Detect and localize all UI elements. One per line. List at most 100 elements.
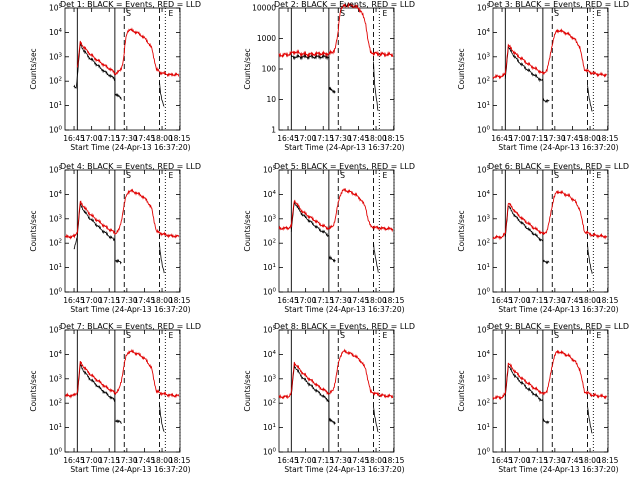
y-axis-label: Counts/sec bbox=[457, 210, 466, 251]
x-tick-label: 17:30 bbox=[544, 134, 566, 143]
x-tick-label: 17:30 bbox=[116, 456, 138, 465]
y-tick-label: 100 bbox=[263, 448, 277, 457]
x-tick-label: 17:45 bbox=[562, 296, 584, 305]
start-marker-label: S bbox=[554, 171, 559, 180]
x-tick-label: 17:45 bbox=[134, 134, 156, 143]
x-tick-label: 17:00 bbox=[81, 456, 103, 465]
panel-det-8: S E 100 101 102 103 104 105 16:4517:0017:1517:30… bbox=[243, 322, 415, 474]
x-tick-label: 18:00 bbox=[151, 296, 173, 305]
x-tick-label: 16:45 bbox=[63, 296, 85, 305]
x-tick-label: 17:45 bbox=[348, 296, 370, 305]
x-tick-label: 18:00 bbox=[151, 134, 173, 143]
x-tick-label: 16:45 bbox=[491, 456, 513, 465]
y-tick-label: 104 bbox=[263, 350, 277, 359]
start-marker-label: S bbox=[340, 9, 345, 18]
y-tick-label: 105 bbox=[49, 166, 63, 175]
x-tick-label: 17:15 bbox=[312, 134, 334, 143]
x-tick-label: 17:00 bbox=[295, 456, 317, 465]
x-tick-label: 17:00 bbox=[509, 296, 531, 305]
end-marker-label: E bbox=[168, 9, 173, 18]
y-tick-label: 105 bbox=[477, 4, 491, 13]
y-tick-label: 103 bbox=[49, 214, 63, 223]
panel-title: Det 7: BLACK = Events, RED = LLD bbox=[60, 322, 201, 331]
y-tick-label: 102 bbox=[49, 399, 62, 408]
lld-series-line bbox=[278, 1, 394, 59]
x-tick-label: 16:45 bbox=[491, 296, 513, 305]
y-tick-label: 10 bbox=[266, 95, 276, 104]
x-tick-label: 17:15 bbox=[98, 296, 120, 305]
y-axis-label: Counts/sec bbox=[29, 210, 38, 251]
end-marker-label: E bbox=[168, 331, 173, 340]
y-tick-label: 104 bbox=[263, 190, 277, 199]
start-marker-label: S bbox=[554, 331, 559, 340]
events-series-line bbox=[290, 364, 336, 426]
x-tick-label: 17:15 bbox=[98, 134, 120, 143]
events-series-line bbox=[159, 244, 165, 274]
panel-title: Det 3: BLACK = Events, RED = LLD bbox=[488, 0, 629, 9]
events-series-line bbox=[159, 404, 165, 432]
panel-title: Det 5: BLACK = Events, RED = LLD bbox=[274, 162, 415, 171]
events-series-line bbox=[587, 85, 593, 112]
axes-frame bbox=[492, 7, 609, 131]
y-tick-label: 105 bbox=[477, 326, 491, 335]
panel-det-9: S E 100 101 102 103 104 105 16:4517:0017:1517:30… bbox=[457, 322, 629, 474]
panel-det-6: S E 100 101 102 103 104 105 16:4517:0017:1517:30… bbox=[457, 162, 629, 314]
x-axis-label: Start Time (24-Apr-13 16:37:20) bbox=[498, 143, 618, 152]
x-tick-label: 18:15 bbox=[383, 134, 405, 143]
y-tick-label: 102 bbox=[477, 77, 490, 86]
x-tick-label: 18:15 bbox=[383, 296, 405, 305]
y-tick-label: 10000 bbox=[252, 4, 276, 13]
y-tick-label: 102 bbox=[49, 239, 62, 248]
x-tick-label: 17:00 bbox=[509, 456, 531, 465]
x-tick-label: 16:45 bbox=[63, 456, 85, 465]
y-tick-label: 100 bbox=[49, 288, 63, 297]
end-marker-label: E bbox=[382, 171, 387, 180]
y-axis-label: Counts/sec bbox=[243, 210, 252, 251]
y-tick-label: 100 bbox=[49, 126, 63, 135]
panel-det-5: S E 100 101 102 103 104 105 16:4517:0017:1517:30… bbox=[243, 162, 415, 314]
y-tick-label: 101 bbox=[477, 423, 490, 432]
axes-frame bbox=[278, 7, 395, 131]
x-tick-label: 17:00 bbox=[295, 134, 317, 143]
panel-title: Det 1: BLACK = Events, RED = LLD bbox=[60, 0, 201, 9]
y-tick-label: 100 bbox=[49, 448, 63, 457]
x-axis-label: Start Time (24-Apr-13 16:37:20) bbox=[70, 465, 190, 474]
y-tick-label: 101 bbox=[49, 101, 62, 110]
events-series-line bbox=[504, 365, 550, 425]
events-series-line bbox=[73, 203, 122, 265]
x-tick-label: 17:00 bbox=[509, 134, 531, 143]
y-axis-label: Counts/sec bbox=[243, 370, 252, 411]
x-tick-label: 17:15 bbox=[526, 296, 548, 305]
x-tick-label: 18:15 bbox=[597, 296, 619, 305]
panel-det-1: S E 100 101 102 103 104 105 16:4517:0017:1517:30… bbox=[29, 0, 201, 152]
x-tick-label: 17:45 bbox=[134, 456, 156, 465]
start-marker-label: S bbox=[126, 9, 131, 18]
y-tick-label: 103 bbox=[263, 214, 277, 223]
x-tick-label: 18:15 bbox=[383, 456, 405, 465]
events-series-line bbox=[587, 406, 593, 434]
y-axis-label: Counts/sec bbox=[29, 48, 38, 89]
y-tick-label: 105 bbox=[49, 326, 63, 335]
x-tick-label: 16:45 bbox=[63, 134, 85, 143]
x-axis-label: Start Time (24-Apr-13 16:37:20) bbox=[498, 305, 618, 314]
panel-title: Det 2: BLACK = Events, RED = LLD bbox=[274, 0, 415, 9]
end-marker-label: E bbox=[382, 9, 387, 18]
x-tick-label: 18:00 bbox=[579, 134, 601, 143]
end-marker-label: E bbox=[596, 9, 601, 18]
x-tick-label: 17:30 bbox=[330, 296, 352, 305]
end-marker-label: E bbox=[596, 171, 601, 180]
panel-det-2: S E 1 10 100 1000 10000 16:4517:0017:1517:3017:… bbox=[243, 0, 415, 152]
axes-frame bbox=[64, 169, 181, 293]
y-tick-label: 102 bbox=[477, 399, 490, 408]
start-marker-label: S bbox=[126, 171, 131, 180]
y-tick-label: 100 bbox=[263, 288, 277, 297]
y-tick-label: 103 bbox=[49, 374, 63, 383]
y-tick-label: 104 bbox=[49, 350, 63, 359]
y-tick-label: 1000 bbox=[257, 34, 276, 43]
y-tick-label: 104 bbox=[477, 28, 491, 37]
y-axis-label: Counts/sec bbox=[457, 370, 466, 411]
x-tick-label: 17:30 bbox=[116, 134, 138, 143]
y-tick-label: 105 bbox=[263, 166, 277, 175]
x-tick-label: 16:45 bbox=[277, 456, 299, 465]
